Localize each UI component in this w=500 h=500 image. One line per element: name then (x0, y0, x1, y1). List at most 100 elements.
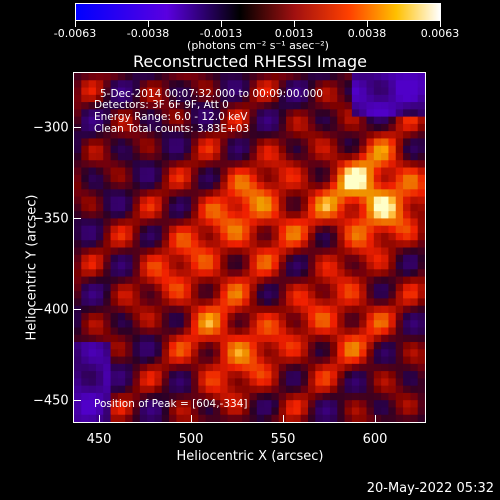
image-pixel (403, 102, 411, 110)
image-pixel (88, 356, 97, 365)
image-pixel (88, 189, 97, 198)
image-pixel (88, 131, 97, 139)
image-pixel (359, 73, 367, 81)
image-pixel (366, 240, 375, 248)
image-pixel (110, 363, 119, 372)
image-pixel (74, 182, 82, 190)
image-pixel (351, 196, 360, 205)
image-pixel (220, 116, 229, 125)
image-pixel (249, 196, 258, 205)
image-pixel (403, 349, 411, 358)
image-pixel (417, 320, 425, 328)
image-pixel (403, 218, 411, 227)
image-pixel (74, 262, 82, 270)
image-pixel (161, 145, 170, 154)
image-pixel (139, 203, 148, 212)
image-pixel (212, 378, 221, 387)
image-pixel (198, 167, 207, 176)
image-pixel (110, 123, 119, 132)
image-pixel (388, 349, 397, 358)
image-pixel (308, 298, 316, 307)
image-pixel (81, 305, 90, 314)
image-pixel (161, 378, 170, 387)
image-pixel (337, 378, 346, 387)
image-pixel (110, 211, 119, 219)
image-pixel (169, 342, 177, 350)
image-pixel (300, 363, 309, 372)
image-pixel (234, 225, 243, 234)
image-pixel (205, 247, 214, 256)
image-pixel (329, 123, 338, 132)
image-pixel (191, 123, 199, 132)
image-pixel (337, 240, 346, 248)
image-pixel (212, 87, 221, 96)
image-pixel (388, 305, 397, 314)
image-pixel (366, 385, 375, 394)
image-pixel (278, 145, 287, 154)
image-pixel (249, 240, 258, 248)
image-pixel (103, 414, 112, 422)
image-pixel (103, 247, 112, 256)
image-pixel (286, 116, 294, 125)
image-pixel (249, 254, 258, 263)
image-pixel (74, 334, 82, 343)
image-pixel (264, 407, 272, 416)
image-pixel (344, 342, 353, 350)
image-pixel (315, 414, 324, 422)
image-pixel (169, 327, 177, 336)
image-pixel (74, 385, 82, 394)
image-pixel (308, 334, 316, 343)
image-pixel (139, 385, 148, 394)
image-pixel (256, 152, 265, 161)
image-pixel (227, 109, 236, 118)
image-pixel (169, 131, 177, 139)
image-pixel (329, 116, 338, 125)
image-pixel (337, 109, 346, 118)
image-pixel (212, 225, 221, 234)
image-pixel (198, 342, 207, 350)
image-pixel (395, 349, 404, 358)
image-pixel (139, 334, 148, 343)
image-pixel (147, 371, 155, 379)
image-pixel (315, 203, 324, 212)
image-pixel (286, 218, 294, 227)
image-pixel (132, 174, 141, 183)
image-pixel (154, 247, 163, 256)
image-pixel (161, 123, 170, 132)
image-pixel (417, 160, 425, 169)
image-pixel (183, 305, 192, 314)
image-pixel (249, 283, 258, 292)
image-pixel (359, 182, 367, 190)
image-pixel (95, 269, 104, 278)
image-pixel (176, 414, 185, 422)
image-pixel (417, 276, 425, 285)
image-pixel (234, 167, 243, 176)
image-pixel (220, 312, 229, 321)
image-pixel (344, 385, 353, 394)
image-pixel (191, 371, 199, 379)
image-pixel (286, 276, 294, 285)
image-pixel (264, 232, 272, 241)
image-pixel (242, 254, 250, 263)
image-pixel (271, 138, 280, 147)
image-pixel (271, 203, 280, 212)
image-pixel (132, 102, 141, 110)
image-pixel (381, 189, 389, 198)
generation-timestamp: 20-May-2022 05:32 (366, 481, 494, 496)
image-pixel (117, 327, 126, 336)
image-pixel (183, 254, 192, 263)
image-pixel (388, 276, 397, 285)
image-pixel (373, 109, 382, 118)
image-pixel (256, 218, 265, 227)
image-pixel (337, 385, 346, 394)
image-pixel (110, 73, 119, 81)
image-pixel (300, 203, 309, 212)
image-pixel (300, 73, 309, 81)
image-pixel (308, 356, 316, 365)
image-pixel (344, 276, 353, 285)
image-pixel (388, 160, 397, 169)
image-pixel (81, 94, 90, 103)
image-pixel (117, 392, 126, 401)
image-pixel (234, 392, 243, 401)
image-pixel (81, 73, 90, 81)
